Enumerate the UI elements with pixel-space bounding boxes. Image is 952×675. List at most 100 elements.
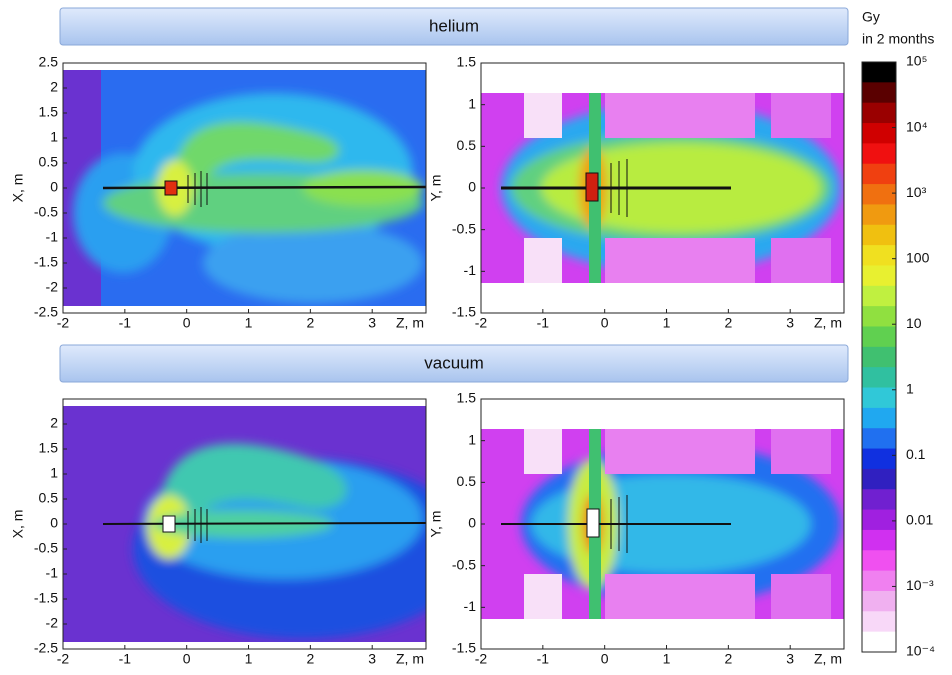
y-tick-label: 0.5: [457, 473, 477, 489]
y-tick-label: -1.5: [452, 640, 476, 656]
y-tick-label: 0: [468, 515, 476, 531]
x-axis-label: Z, m: [396, 315, 424, 331]
colorbar-segment: [862, 367, 896, 388]
colorbar-segment: [862, 408, 896, 429]
y-tick-label: -1.5: [34, 590, 58, 606]
x-axis-label: Z, m: [814, 651, 842, 667]
colorbar-segment: [862, 245, 896, 266]
y-tick-label: -0.5: [452, 556, 476, 572]
x-axis-label: Z, m: [814, 315, 842, 331]
colorbar-tick-label: 10⁻⁴: [906, 643, 935, 659]
banner-label: vacuum: [424, 353, 484, 372]
y-tick-label: 1: [468, 95, 476, 111]
x-tick-label: 2: [306, 651, 314, 667]
colorbar-tick-label: 0.01: [906, 512, 933, 528]
y-tick-label: -2.5: [34, 640, 58, 656]
x-tick-label: 3: [368, 651, 376, 667]
colorbar-tick-label: 100: [906, 249, 930, 265]
colorbar-segment: [862, 143, 896, 164]
x-tick-label: -1: [119, 315, 132, 331]
x-tick-label: 1: [245, 315, 253, 331]
colorbar-segment: [862, 306, 896, 327]
y-tick-label: -1: [46, 565, 59, 581]
y-tick-label: 1: [50, 465, 58, 481]
colorbar-segment: [862, 62, 896, 83]
colorbar-segment: [862, 591, 896, 612]
y-tick-label: 0.5: [39, 154, 59, 170]
colorbar-segment: [862, 184, 896, 205]
x-tick-label: 0: [601, 315, 609, 331]
field: [63, 399, 473, 649]
colorbar-segment: [862, 530, 896, 551]
colorbar-segment: [862, 611, 896, 632]
colorbar-tick-label: 10⁴: [906, 118, 928, 134]
colorbar-segment: [862, 347, 896, 368]
y-tick-label: 2: [50, 79, 58, 95]
y-tick-label: -1: [464, 262, 477, 278]
x-tick-label: -2: [475, 651, 488, 667]
x-tick-label: 2: [306, 315, 314, 331]
y-tick-label: -1: [46, 229, 59, 245]
colorbar-segment: [862, 286, 896, 307]
y-tick-label: -2: [46, 615, 59, 631]
colorbar-title: Gy: [862, 9, 880, 25]
y-tick-label: 1.5: [457, 390, 477, 406]
colorbar-tick-label: 0.1: [906, 446, 926, 462]
colorbar-segment: [862, 265, 896, 286]
x-tick-label: -2: [57, 651, 70, 667]
colorbar-segment: [862, 225, 896, 246]
colorbar-tick-label: 10³: [906, 184, 927, 200]
x-tick-label: 2: [724, 651, 732, 667]
y-tick-label: 2: [50, 415, 58, 431]
y-axis-label: X, m: [10, 174, 26, 203]
colorbar-segment: [862, 571, 896, 592]
y-tick-label: -0.5: [34, 540, 58, 556]
x-tick-label: 1: [663, 651, 671, 667]
colorbar-segment: [862, 510, 896, 531]
x-tick-label: 3: [786, 651, 794, 667]
y-axis-label: Y, m: [428, 511, 444, 538]
x-tick-label: 1: [663, 315, 671, 331]
x-tick-label: 3: [786, 315, 794, 331]
x-tick-label: 1: [245, 651, 253, 667]
y-tick-label: 1: [50, 129, 58, 145]
colorbar-tick-label: 10: [906, 315, 922, 331]
colorbar-segment: [862, 550, 896, 571]
colorbar-segment: [862, 82, 896, 103]
y-tick-label: -2: [46, 279, 59, 295]
colorbar-segment: [862, 123, 896, 144]
y-tick-label: 0.5: [39, 490, 59, 506]
field: [63, 63, 426, 313]
colorbar-segment: [862, 469, 896, 490]
y-tick-label: 0: [50, 515, 58, 531]
colorbar-segment: [862, 164, 896, 185]
x-tick-label: -2: [57, 315, 70, 331]
x-axis-label: Z, m: [396, 651, 424, 667]
y-tick-label: -0.5: [452, 220, 476, 236]
y-tick-label: -1.5: [34, 254, 58, 270]
y-tick-label: -1: [464, 598, 477, 614]
x-tick-label: 0: [183, 315, 191, 331]
colorbar-tick-label: 10⁻³: [906, 577, 934, 593]
y-tick-label: 1: [468, 431, 476, 447]
colorbar-tick-label: 10⁵: [906, 53, 927, 69]
colorbar-segment: [862, 489, 896, 510]
colorbar-title: in 2 months: [862, 31, 934, 47]
y-tick-label: 1.5: [39, 104, 59, 120]
y-tick-label: 0: [468, 179, 476, 195]
y-tick-label: 1.5: [39, 440, 59, 456]
y-tick-label: 0.5: [457, 137, 477, 153]
x-tick-label: 2: [724, 315, 732, 331]
y-tick-label: -0.5: [34, 204, 58, 220]
colorbar-segment: [862, 449, 896, 470]
x-tick-label: -1: [119, 651, 132, 667]
colorbar-tick-label: 1: [906, 380, 914, 396]
colorbar-segment: [862, 103, 896, 124]
y-tick-label: -1.5: [452, 304, 476, 320]
y-tick-label: -2.5: [34, 304, 58, 320]
x-tick-label: 0: [183, 651, 191, 667]
x-tick-label: 0: [601, 651, 609, 667]
x-tick-label: -2: [475, 315, 488, 331]
x-tick-label: 3: [368, 315, 376, 331]
y-tick-label: 1.5: [457, 54, 477, 70]
